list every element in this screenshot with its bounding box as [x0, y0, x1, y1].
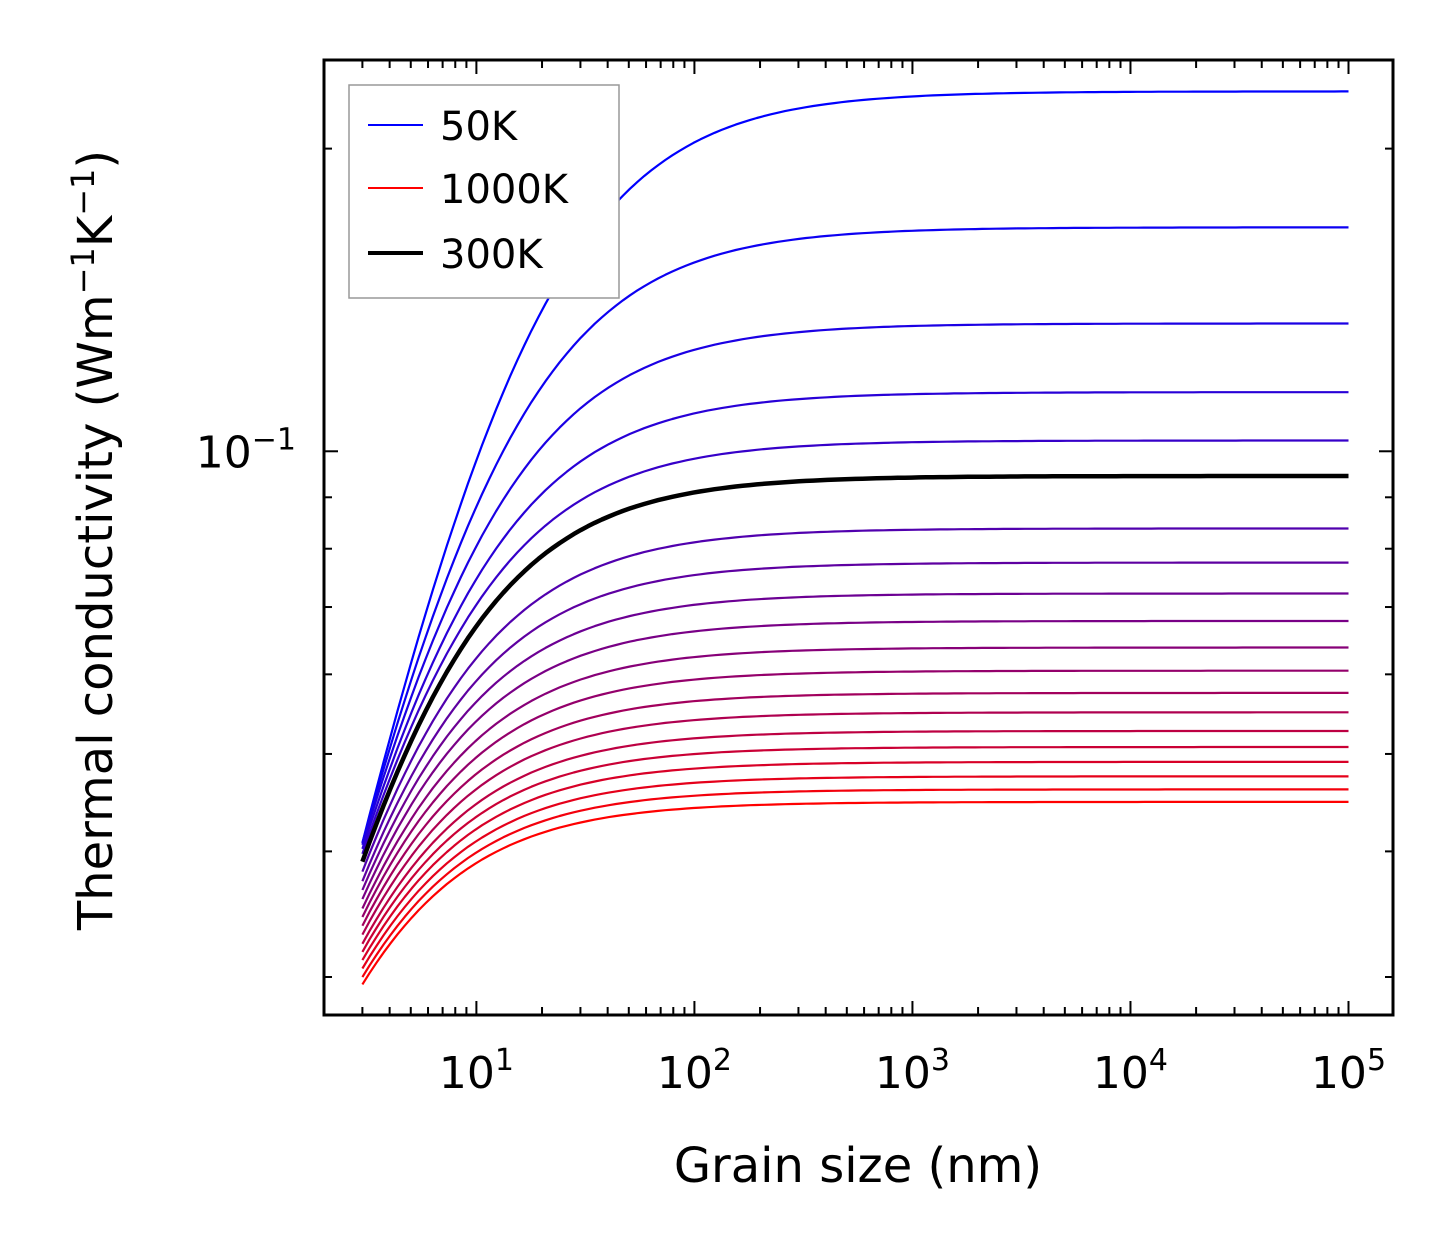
series-line-350k	[361, 527, 1349, 873]
curves	[360, 90, 1349, 985]
series-line-650k	[361, 691, 1349, 927]
series-line-700k	[361, 711, 1349, 936]
x-tick-label: 105	[1311, 1043, 1386, 1099]
series-line-600k	[361, 669, 1349, 918]
x-tick-labels: 101 102 103 104 105	[439, 1043, 1386, 1099]
legend-label-50k: 50K	[440, 104, 519, 150]
series-line-400k	[361, 561, 1349, 882]
series-line-550k	[361, 646, 1349, 909]
x-tick-label: 103	[875, 1043, 950, 1099]
series-line-900k	[361, 775, 1349, 970]
plot-frame	[322, 58, 1395, 1017]
series-line-200k	[361, 391, 1349, 850]
series-line-150k	[361, 322, 1349, 846]
legend-box	[348, 84, 620, 299]
axis-ticks	[323, 60, 1393, 1015]
legend: 50K 1000K 300K	[348, 84, 620, 299]
legend-label-1000k: 1000K	[440, 167, 570, 213]
x-tick-label: 101	[439, 1043, 514, 1099]
y-tick-label: 10−1	[196, 422, 296, 478]
series-line-750k	[361, 729, 1349, 945]
series-line-800k	[361, 745, 1349, 953]
x-tick-label: 104	[1093, 1043, 1168, 1099]
legend-label-300k: 300K	[440, 232, 544, 278]
series-line-300k	[360, 473, 1349, 863]
series-line-950k	[361, 788, 1349, 978]
x-axis-title: Grain size (nm)	[674, 1138, 1042, 1194]
series-line-250k	[361, 439, 1349, 855]
series-line-450k	[361, 592, 1349, 891]
series-line-100k	[361, 226, 1349, 844]
x-tick-label: 102	[657, 1043, 732, 1099]
y-axis-title: Thermal conductivity (Wm−1K−1)	[64, 150, 124, 931]
series-line-500k	[361, 619, 1349, 900]
series-line-850k	[361, 760, 1349, 961]
series-line-50k	[361, 90, 1349, 844]
series-line-1000k	[361, 800, 1349, 985]
